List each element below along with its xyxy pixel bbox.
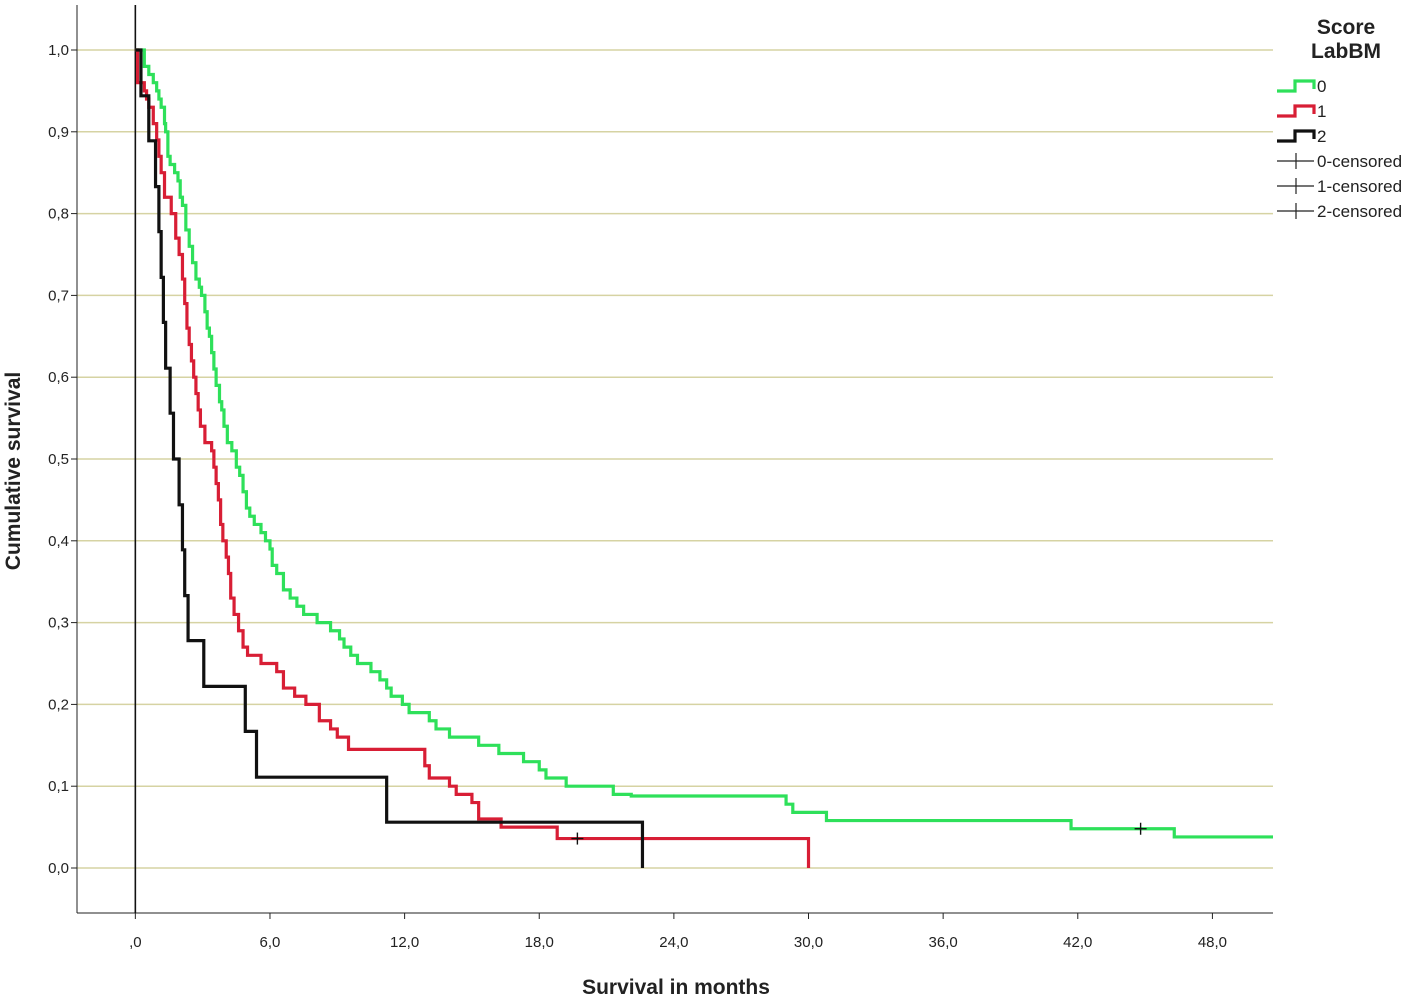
- x-tick-label-3: 18,0: [525, 934, 554, 951]
- y-axis-title: Cumulative survival: [2, 372, 25, 570]
- legend-swatch-2: [1277, 129, 1316, 143]
- y-tick-label-4: 0,4: [48, 533, 69, 550]
- legend-entry-2-censored: 2-censored: [1277, 202, 1402, 221]
- legend-label-2: 2: [1317, 127, 1326, 146]
- y-tick-label-3: 0,3: [48, 615, 69, 632]
- y-tick-label-10: 1,0: [48, 42, 69, 59]
- y-tick-label-6: 0,6: [48, 369, 69, 386]
- legend-label-2-censored: 2-censored: [1317, 202, 1402, 221]
- x-tick-label-5: 30,0: [794, 934, 823, 951]
- survival-curve-0: [135, 48, 1273, 839]
- legend-swatch-1: [1277, 104, 1316, 118]
- x-axis-title: Survival in months: [582, 976, 770, 998]
- y-tick-label-9: 0,9: [48, 124, 69, 141]
- censor-mark-0-0: [1134, 822, 1147, 835]
- survival-curve-1: [135, 48, 811, 869]
- legend-title-line2: LabBM: [1311, 40, 1381, 63]
- x-tick-label-0: ,0: [129, 934, 142, 951]
- x-tick-label-8: 48,0: [1198, 934, 1227, 951]
- x-tick-label-6: 36,0: [929, 934, 958, 951]
- legend-label-1-censored: 1-censored: [1317, 177, 1402, 196]
- legend-entry-1-censored: 1-censored: [1277, 177, 1402, 196]
- y-tick-label-5: 0,5: [48, 451, 69, 468]
- x-tick-label-4: 24,0: [659, 934, 688, 951]
- legend-entry-0-censored: 0-censored: [1277, 152, 1402, 171]
- x-tick-label-1: 6,0: [260, 934, 281, 951]
- y-tick-label-2: 0,2: [48, 696, 69, 713]
- legend-label-1: 1: [1317, 102, 1326, 121]
- censor-mark-1-0: [571, 832, 584, 845]
- y-tick-label-1: 0,1: [48, 778, 69, 795]
- legend-entry-2: 2: [1277, 127, 1326, 146]
- x-tick-label-7: 42,0: [1063, 934, 1092, 951]
- legend-label-0: 0: [1317, 77, 1326, 96]
- legend-label-0-censored: 0-censored: [1317, 152, 1402, 171]
- y-tick-label-7: 0,7: [48, 287, 69, 304]
- y-tick-label-8: 0,8: [48, 206, 69, 223]
- x-tick-label-2: 12,0: [390, 934, 419, 951]
- legend-entry-1: 1: [1277, 102, 1326, 121]
- y-tick-label-0: 0,0: [48, 860, 69, 877]
- legend-entry-0: 0: [1277, 77, 1326, 96]
- legend-swatch-0: [1277, 79, 1316, 93]
- survival-curve-2: [135, 48, 645, 869]
- legend-title-line1: Score: [1317, 16, 1375, 39]
